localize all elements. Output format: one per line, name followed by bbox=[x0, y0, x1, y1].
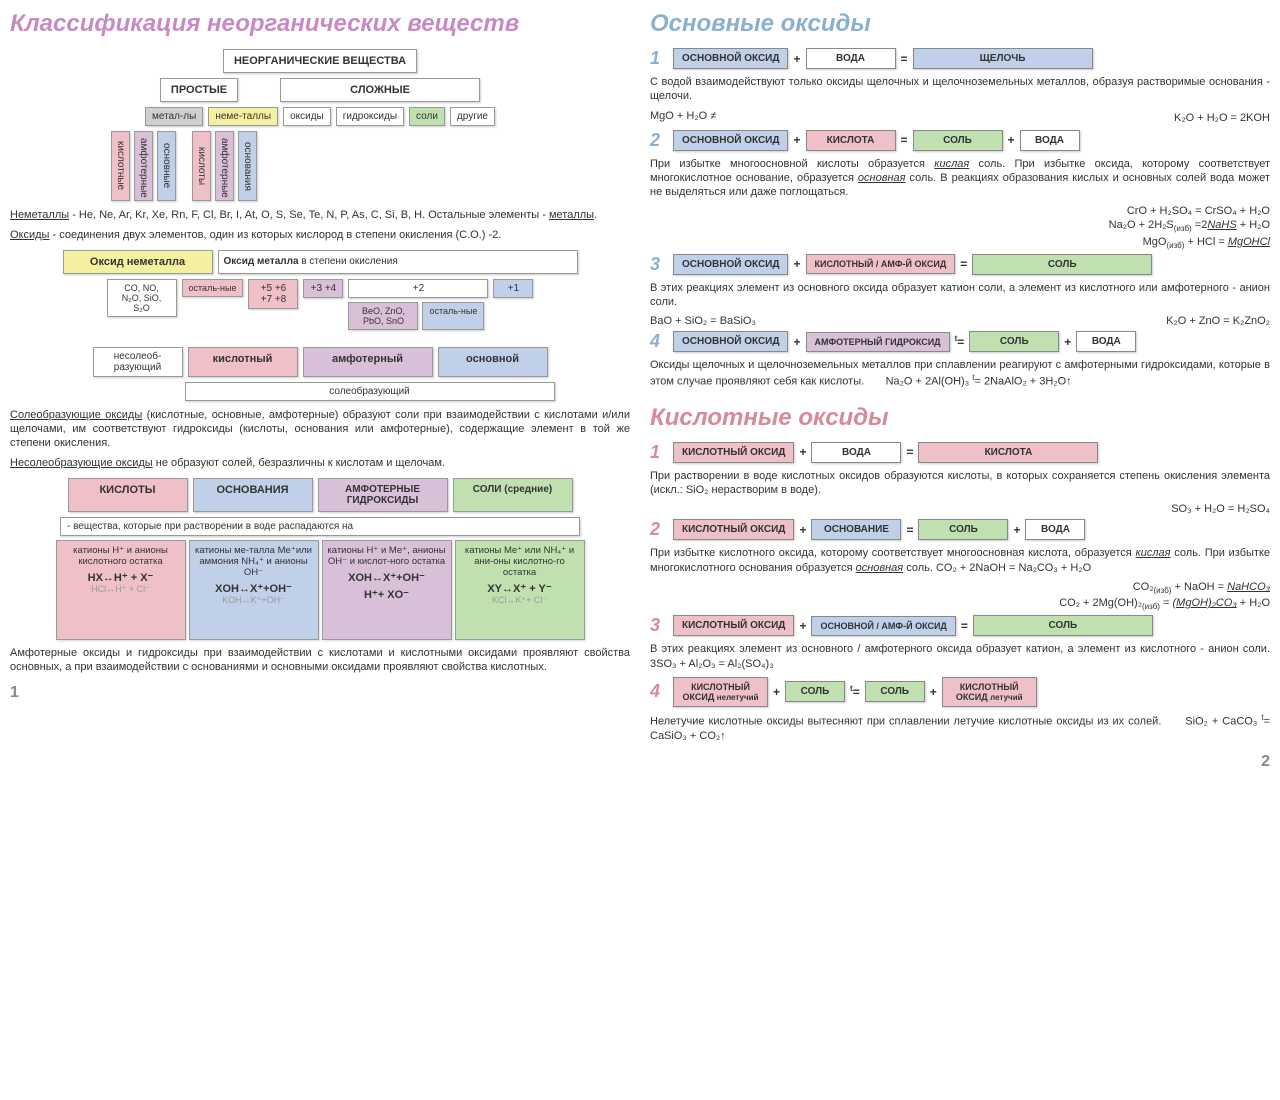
vert-4: амфотерные bbox=[215, 131, 234, 201]
f6a: CO₂(изб) + NaOH = NaHCO₃ bbox=[650, 581, 1270, 595]
eq-7: 3 КИСЛОТНЫЙ ОКСИД+ ОСНОВНОЙ / АМФ-Й ОКСИ… bbox=[650, 615, 1270, 636]
saltforming: солеобразующий bbox=[185, 382, 555, 401]
vert-5: основания bbox=[238, 131, 257, 201]
eq-4: 4 ОСНОВНОЙ ОКСИД+ АМФОТЕРНЫЙ ГИДРОКСИДt=… bbox=[650, 331, 1270, 352]
p2: При избытке многоосновной кислоты образу… bbox=[650, 157, 1270, 200]
root-box: НЕОРГАНИЧЕСКИЕ ВЕЩЕСТВА bbox=[223, 49, 417, 73]
left-title: Классификация неорганических веществ bbox=[10, 10, 630, 38]
right-title-1: Основные оксиды bbox=[650, 10, 1270, 38]
f3a: BaO + SiO₂ = BaSiO₃ bbox=[650, 315, 756, 327]
f2a: CrO + H₂SO₄ = CrSO₄ + H₂O bbox=[650, 205, 1270, 217]
f1b: K₂O + H₂O = 2KOH bbox=[1174, 112, 1270, 124]
para-nonmetals: Неметаллы - He, Ne, Ar, Kr, Xe, Rn, F, C… bbox=[10, 208, 630, 222]
para-oxides: Оксиды - соединения двух элементов, один… bbox=[10, 228, 630, 242]
vert-1: амфотерные bbox=[134, 131, 153, 201]
para-amphoteric: Амфотерные оксиды и гидроксиды при взаим… bbox=[10, 646, 630, 675]
dcol-4: катионы Me⁺ или NH₄⁺ и ани-оны кислотно-… bbox=[455, 540, 585, 640]
nonmetals: неме-таллы bbox=[208, 107, 278, 126]
eq-2: 2 ОСНОВНОЙ ОКСИД+ КИСЛОТА= СОЛЬ+ ВОДА bbox=[650, 130, 1270, 151]
ox-nonmetal: Оксид неметалла bbox=[63, 250, 213, 274]
eq-1: 1 ОСНОВНОЙ ОКСИД+ ВОДА= ЩЕЛОЧЬ bbox=[650, 48, 1270, 69]
p3: В этих реакциях элемент из основного окс… bbox=[650, 281, 1270, 310]
simple-box: ПРОСТЫЕ bbox=[160, 78, 238, 102]
p1: С водой взаимодействуют только оксиды ще… bbox=[650, 75, 1270, 104]
eq-8: 4 КИСЛОТНЫЙ ОКСИД нелетучий+ СОЛЬt= СОЛЬ… bbox=[650, 677, 1270, 707]
vert-3: кислоты bbox=[192, 131, 211, 201]
f1a: MgO + H₂O ≠ bbox=[650, 110, 716, 126]
other: другие bbox=[450, 107, 495, 126]
dcol-1: катионы H⁺ и анионы кислотного остаткаHX… bbox=[56, 540, 186, 640]
osnovaniya: ОСНОВАНИЯ bbox=[193, 478, 313, 512]
kisloty: КИСЛОТЫ bbox=[68, 478, 188, 512]
page-num-2: 2 bbox=[650, 753, 1270, 771]
deg3b: BeO, ZnO, PbO, SnO bbox=[348, 302, 418, 330]
vert-2: основные bbox=[157, 131, 176, 201]
eq-5: 1 КИСЛОТНЫЙ ОКСИД+ ВОДА= КИСЛОТА bbox=[650, 442, 1270, 463]
complex-box: СЛОЖНЫЕ bbox=[280, 78, 480, 102]
para-nonsaltforming: Несолеобразующие оксиды не образуют соле… bbox=[10, 456, 630, 470]
f2c: MgO(изб) + HCl = MgOHCl bbox=[650, 236, 1270, 250]
deg1: +5 +6 +7 +8 bbox=[248, 279, 298, 309]
f3b: K₂O + ZnO = K₂ZnO₂ bbox=[1166, 315, 1270, 327]
p5: При растворении в воде кислотных оксидов… bbox=[650, 469, 1270, 498]
metals: метал-лы bbox=[145, 107, 203, 126]
eq-6: 2 КИСЛОТНЫЙ ОКСИД+ ОСНОВАНИЕ= СОЛЬ+ ВОДА bbox=[650, 519, 1270, 540]
acidic-box: кислотный bbox=[188, 347, 298, 377]
dcol-3: катионы H⁺ и Me⁺, анионы OH⁻ и кислот-но… bbox=[322, 540, 452, 640]
p8: Нелетучие кислотные оксиды вытесняют при… bbox=[650, 713, 1270, 743]
left-column: Классификация неорганических веществ НЕО… bbox=[10, 10, 630, 771]
vert-0: кислотные bbox=[111, 131, 130, 201]
hydroxides: гидроксиды bbox=[336, 107, 404, 126]
para-saltforming: Солеобразующие оксиды (кислотные, основн… bbox=[10, 408, 630, 451]
dissolve: - вещества, которые при растворении в во… bbox=[60, 517, 580, 536]
f5: SO₃ + H₂O = H₂SO₄ bbox=[650, 503, 1270, 515]
rest1: осталь-ные bbox=[182, 279, 244, 297]
right-title-2: Кислотные оксиды bbox=[650, 404, 1270, 432]
soli-sr: СОЛИ (средние) bbox=[453, 478, 573, 512]
deg2: +3 +4 bbox=[303, 279, 343, 298]
basic-box: основной bbox=[438, 347, 548, 377]
deg3: +2 bbox=[348, 279, 488, 298]
nonsalt: несолеоб-разующий bbox=[93, 347, 183, 377]
oxides: оксиды bbox=[283, 107, 331, 126]
p4: Оксиды щелочных и щелочноземельных метал… bbox=[650, 358, 1270, 388]
f2b: Na₂O + 2H₂S(изб) =2NaHS + H₂O bbox=[650, 219, 1270, 233]
f6b: CO₂ + 2Mg(OH)₂(изб) = (MgOH)₂CO₃ + H₂O bbox=[650, 597, 1270, 611]
amf-gidr: АМФОТЕРНЫЕ ГИДРОКСИДЫ bbox=[318, 478, 448, 512]
salts: соли bbox=[409, 107, 445, 126]
co-list: CO, NO, N₂O, SiO, S₂O bbox=[107, 279, 177, 317]
dcol-2: катионы ме-талла Me⁺или аммония NH₄⁺ и а… bbox=[189, 540, 319, 640]
ox-metal: Оксид металла в степени окисления bbox=[218, 250, 578, 274]
amphoteric-box: амфотерный bbox=[303, 347, 433, 377]
rest2: осталь-ные bbox=[422, 302, 484, 330]
deg4: +1 bbox=[493, 279, 533, 298]
p7: В этих реакциях элемент из основного / а… bbox=[650, 642, 1270, 671]
page-num-1: 1 bbox=[10, 684, 630, 702]
p6: При избытке кислотного оксида, которому … bbox=[650, 546, 1270, 575]
right-column: Основные оксиды 1 ОСНОВНОЙ ОКСИД+ ВОДА= … bbox=[650, 10, 1270, 771]
eq-3: 3 ОСНОВНОЙ ОКСИД+ КИСЛОТНЫЙ / АМФ-Й ОКСИ… bbox=[650, 254, 1270, 275]
